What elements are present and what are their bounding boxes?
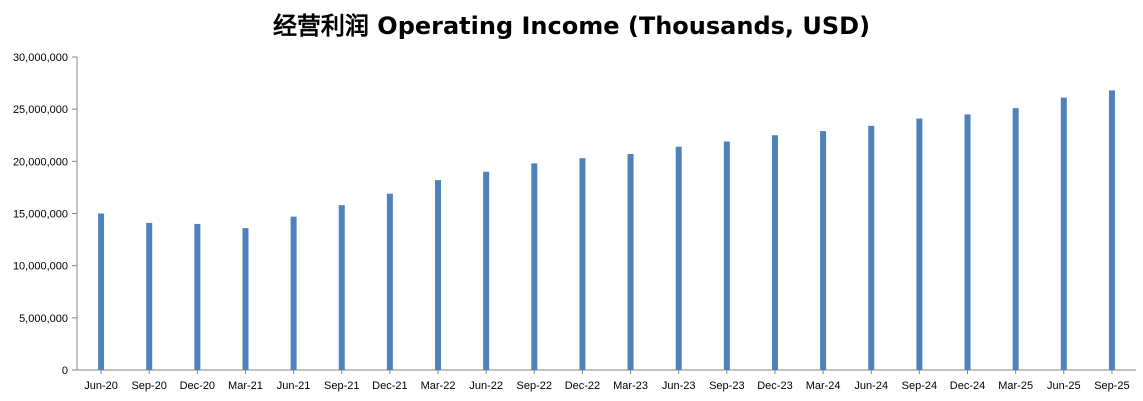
bar xyxy=(98,213,105,370)
bar-series xyxy=(98,90,1115,371)
x-tick-label: Dec-20 xyxy=(180,380,215,392)
y-tick-label: 15,000,000 xyxy=(13,209,68,221)
bar xyxy=(627,154,634,370)
x-tick-label: Sep-23 xyxy=(709,380,744,392)
y-tick-label: 30,000,000 xyxy=(13,52,68,64)
x-tick-label: Mar-25 xyxy=(998,380,1033,392)
bar xyxy=(868,125,875,370)
bar xyxy=(290,216,297,370)
x-tick-label: Jun-22 xyxy=(469,380,503,392)
y-tick-label: 25,000,000 xyxy=(13,104,68,116)
bar xyxy=(194,223,201,370)
bar xyxy=(916,118,923,370)
bar xyxy=(435,180,442,370)
bar xyxy=(1108,90,1115,371)
bar xyxy=(338,205,345,370)
x-tick-label: Jun-20 xyxy=(84,380,118,392)
x-tick-label: Mar-24 xyxy=(806,380,841,392)
bar xyxy=(483,171,490,370)
x-tick-label: Dec-24 xyxy=(950,380,985,392)
bar xyxy=(820,131,827,370)
x-axis: Jun-20 Sep-20 Dec-20 Mar-21 Jun-21 Sep-21 Dec-… xyxy=(77,369,1136,392)
bar xyxy=(386,193,393,370)
bar xyxy=(723,141,730,370)
bar xyxy=(771,135,778,370)
bar xyxy=(964,114,971,370)
chart-title: 经营利润 Operating Income (Thousands, USD) xyxy=(272,12,871,40)
x-tick-label: Jun-21 xyxy=(277,380,311,392)
bar xyxy=(531,163,538,370)
x-tick-label: Dec-23 xyxy=(757,380,792,392)
y-tick-label: 5,000,000 xyxy=(19,313,68,325)
bar xyxy=(1012,108,1019,370)
y-tick-label: 0 xyxy=(62,365,68,377)
x-tick-label: Sep-24 xyxy=(902,380,937,392)
bar xyxy=(146,222,153,370)
bar xyxy=(579,158,586,370)
x-tick-label: Mar-22 xyxy=(421,380,456,392)
x-tick-label: Dec-21 xyxy=(372,380,407,392)
y-tick-label: 10,000,000 xyxy=(13,261,68,273)
bar xyxy=(675,146,682,370)
x-tick-label: Mar-21 xyxy=(228,380,263,392)
y-axis: 0 5,000,000 10,000,000 15,000,000 20,000,000… xyxy=(13,52,78,377)
x-tick-label: Mar-23 xyxy=(613,380,648,392)
x-tick-label: Sep-20 xyxy=(131,380,166,392)
x-tick-label: Jun-23 xyxy=(662,380,696,392)
x-tick-label: Jun-25 xyxy=(1047,380,1081,392)
x-tick-label: Sep-21 xyxy=(324,380,359,392)
x-tick-label: Jun-24 xyxy=(854,380,888,392)
bar xyxy=(1060,97,1067,370)
y-tick-label: 20,000,000 xyxy=(13,156,68,168)
x-tick-label: Sep-25 xyxy=(1094,380,1129,392)
x-tick-label: Sep-22 xyxy=(517,380,552,392)
bar xyxy=(242,228,249,370)
x-tick-label: Dec-22 xyxy=(565,380,600,392)
